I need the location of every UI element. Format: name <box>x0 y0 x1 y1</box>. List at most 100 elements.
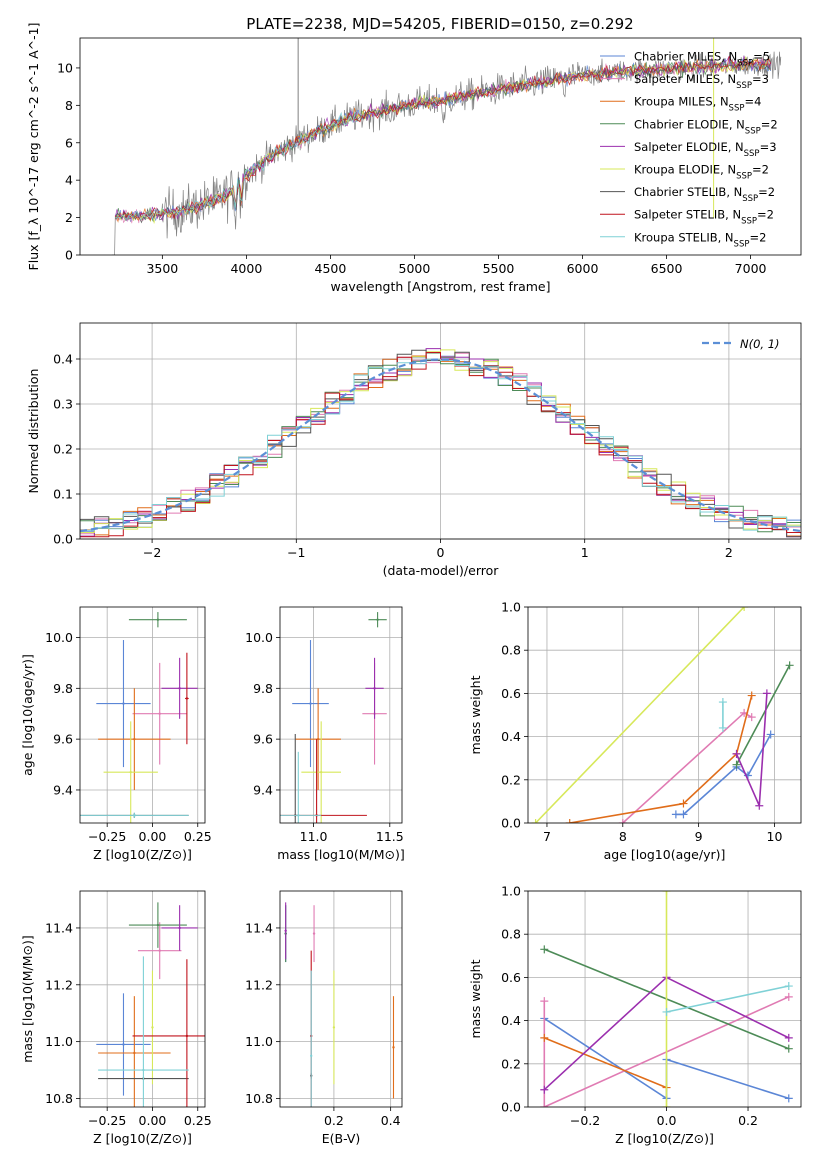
data-marker <box>784 1094 793 1103</box>
model-spectrum-line <box>115 55 772 221</box>
data-point <box>297 814 300 817</box>
data-point <box>376 618 379 621</box>
y-tick-label: 0 <box>65 248 73 263</box>
data-marker <box>662 1007 671 1016</box>
plot-area <box>284 902 395 1107</box>
mass-weight-line <box>569 695 753 823</box>
data-marker <box>784 1044 793 1053</box>
data-marker <box>540 1103 549 1107</box>
y-tick-label: 8 <box>65 98 73 113</box>
data-marker <box>747 713 756 722</box>
figure-title: PLATE=2238, MJD=54205, FIBERID=0150, z=0… <box>246 15 633 33</box>
x-tick-label: 11.0 <box>300 829 328 844</box>
y-tick-label: 0.4 <box>53 352 73 367</box>
data-marker <box>747 691 756 700</box>
axes-frame <box>79 890 206 1108</box>
legend-label: Kroupa MILES, NSSP=4 <box>634 95 761 114</box>
panel-1: 3500 4000 4500 5000 5500 6000 6500 7000 0 2 4 6 8 10 w… <box>26 23 802 294</box>
y-axis-label: mass weight <box>468 675 483 754</box>
x-tick-label: 0.2 <box>738 1113 758 1128</box>
data-marker <box>531 819 540 823</box>
data-point <box>133 1051 136 1055</box>
data-marker <box>784 1033 793 1042</box>
y-axis-label: mass [log10(M/M⊙)] <box>20 935 35 1063</box>
x-tick-label: 7000 <box>735 261 767 276</box>
data-marker <box>732 749 741 758</box>
data-point <box>151 1026 154 1029</box>
x-tick-label: 0.2 <box>324 1113 344 1128</box>
x-tick-label: 4500 <box>315 261 347 276</box>
y-tick-label: 11.0 <box>245 1034 273 1049</box>
mass-weight-line <box>535 607 745 823</box>
y-tick-label: 0.4 <box>501 1013 521 1028</box>
data-marker <box>662 891 671 895</box>
x-tick-label: 11.5 <box>376 829 404 844</box>
data-marker <box>662 1103 671 1107</box>
y-tick-label: 9.6 <box>53 732 73 747</box>
data-marker <box>766 730 775 739</box>
y-tick-label: 2 <box>65 210 73 225</box>
y-axis-label: Flux [f_λ 10^-17 erg cm^-2 s^-1 A^-1] <box>26 23 41 271</box>
y-tick-label: 9.8 <box>253 681 273 696</box>
data-marker <box>755 801 764 810</box>
x-axis-label: E(B-V) <box>322 1131 361 1146</box>
y-tick-label: 0.8 <box>501 927 521 942</box>
x-tick-label: 5500 <box>483 261 515 276</box>
x-tick-label: 10 <box>767 829 783 844</box>
y-tick-label: 1.0 <box>501 884 521 899</box>
data-marker <box>785 661 794 670</box>
data-marker <box>718 723 727 732</box>
y-tick-label: 0.4 <box>501 729 521 744</box>
data-marker <box>679 799 688 808</box>
data-point <box>133 737 136 741</box>
x-tick-label: −0.25 <box>88 1113 126 1128</box>
legend-label: Kroupa STELIB, NSSP=2 <box>634 230 766 249</box>
histogram-step <box>80 352 801 539</box>
y-axis-label: mass weight <box>468 959 483 1038</box>
x-tick-label: 7 <box>543 829 551 844</box>
data-point <box>156 618 160 621</box>
data-point <box>122 702 125 705</box>
plot-area <box>80 612 198 823</box>
y-tick-label: 11.4 <box>45 920 73 935</box>
y-tick-label: 0.6 <box>501 970 521 985</box>
y-tick-label: 0.0 <box>501 816 521 831</box>
x-tick-label: −0.2 <box>570 1113 600 1128</box>
data-point <box>129 770 132 774</box>
x-tick-label: 0.0 <box>657 1113 677 1128</box>
data-point <box>316 737 320 741</box>
y-tick-label: 11.2 <box>245 977 273 992</box>
panel-6: −0.25 0.00 0.25 10.8 11.0 11.2 11.4 Z [log10(Z/… <box>20 890 212 1146</box>
axes-frame <box>279 890 403 1108</box>
legend-label: Salpeter MILES, NSSP=3 <box>634 72 769 91</box>
mass-weight-line <box>666 985 789 1013</box>
y-tick-label: 4 <box>65 173 73 188</box>
y-tick-label: 9.6 <box>253 732 273 747</box>
panel-8: −0.2 0.0 0.2 0.0 0.2 0.4 0.6 0.8 1.0 Z [log10(Z/Z… <box>468 884 802 1146</box>
legend-label: Salpeter STELIB, NSSP=2 <box>634 208 774 227</box>
data-point <box>332 1026 336 1029</box>
panel-5: 7 8 9 10 0.0 0.2 0.4 0.6 0.8 1.0 age [log10(age/yr… <box>468 600 802 862</box>
y-tick-label: 9.8 <box>53 681 73 696</box>
data-point <box>122 1043 125 1046</box>
data-marker <box>618 819 627 823</box>
x-axis-label: Z [log10(Z/Z⊙)] <box>615 1131 714 1146</box>
y-tick-label: 10.0 <box>245 630 273 645</box>
data-marker <box>740 607 749 611</box>
legend-label: Chabrier STELIB, NSSP=2 <box>634 185 775 204</box>
data-point <box>309 702 312 705</box>
data-point <box>284 929 287 932</box>
data-point <box>392 1046 395 1049</box>
data-marker <box>540 1085 549 1094</box>
x-tick-label: 0.00 <box>139 1113 167 1128</box>
x-tick-label: 0.25 <box>184 1113 212 1128</box>
plot-area <box>96 902 205 1107</box>
y-axis-label: Normed distribution <box>26 369 41 494</box>
y-tick-label: 6 <box>65 135 73 150</box>
legend-label: Chabrier ELODIE, NSSP=2 <box>634 117 778 136</box>
legend-label: N(0, 1) <box>740 337 780 351</box>
x-tick-label: 6500 <box>651 261 683 276</box>
x-axis-label: wavelength [Angstrom, rest frame] <box>330 279 550 294</box>
data-point <box>319 770 323 774</box>
